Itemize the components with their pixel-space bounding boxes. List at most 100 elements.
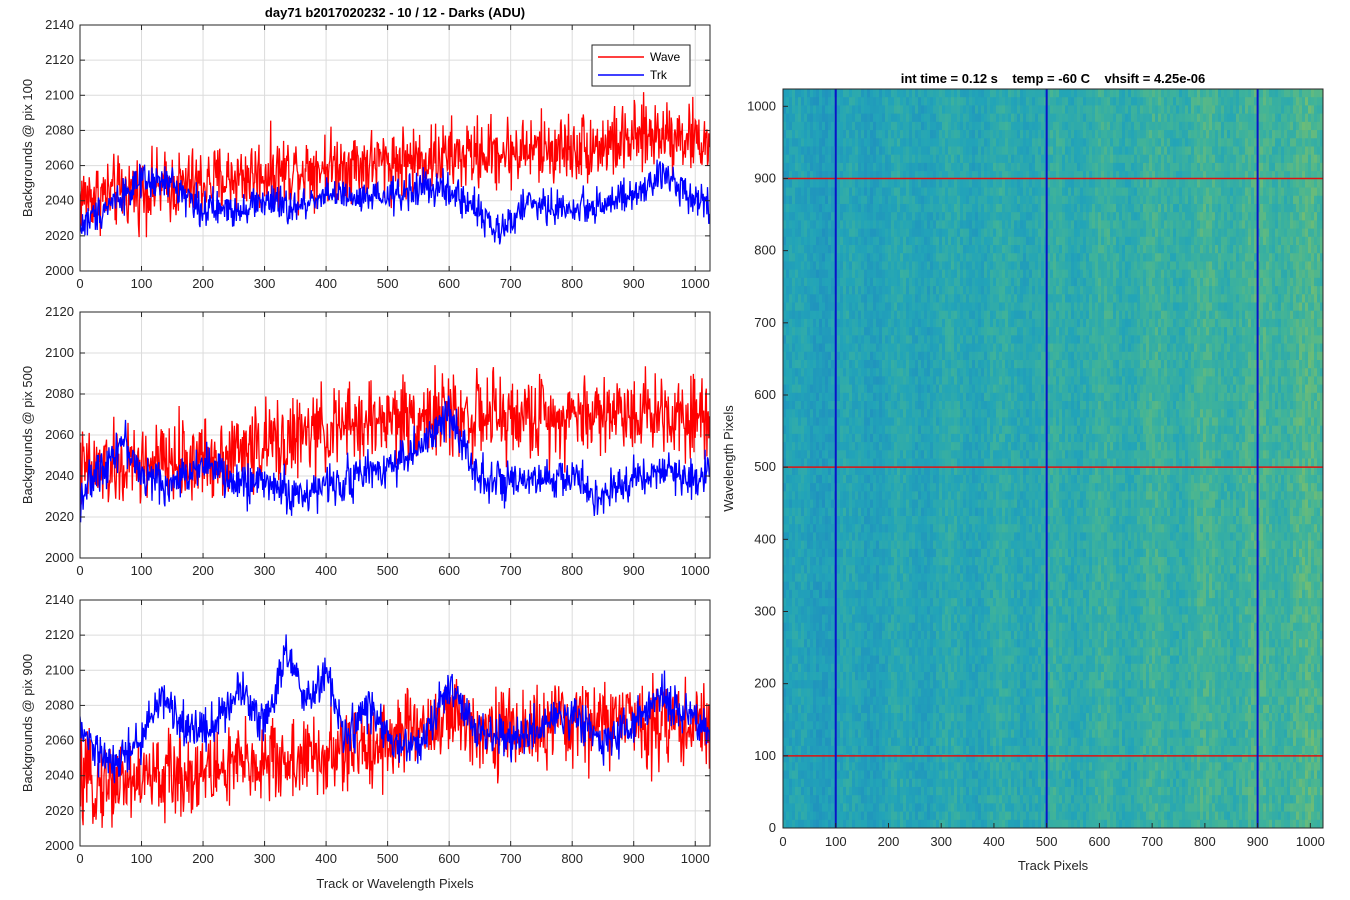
x-tick-label: 800 <box>1194 834 1216 849</box>
series-line-trk <box>80 634 710 784</box>
x-axis-label: Track Pixels <box>1018 858 1089 873</box>
legend-label-wave: Wave <box>650 50 681 64</box>
y-tick-label: 500 <box>754 459 776 474</box>
y-tick-label: 2120 <box>45 627 74 642</box>
y-tick-label: 2100 <box>45 345 74 360</box>
y-tick-label: 0 <box>769 820 776 835</box>
x-tick-label: 700 <box>500 563 522 578</box>
line-plot-pix-100: 0 100 200 300 400 500 600 700 800 900 1000 2000 2020… <box>20 17 711 291</box>
heatmap-title: int time = 0.12 s temp = -60 C vhsift = … <box>901 71 1206 86</box>
y-tick-label: 2120 <box>45 304 74 319</box>
x-tick-label: 1000 <box>681 851 710 866</box>
x-tick-label: 1000 <box>681 563 710 578</box>
axes-frame <box>79 599 711 847</box>
y-tick-label: 800 <box>754 243 776 258</box>
y-tick-label: 700 <box>754 315 776 330</box>
x-tick-label: 700 <box>500 276 522 291</box>
x-tick-label: 500 <box>377 851 399 866</box>
series-line-wave <box>80 672 710 828</box>
x-tick-label: 500 <box>1036 834 1058 849</box>
x-tick-label: 200 <box>192 851 214 866</box>
x-tick-label: 400 <box>315 851 337 866</box>
x-tick-label: 200 <box>192 276 214 291</box>
y-tick-label: 1000 <box>747 98 776 113</box>
y-tick-label: 2080 <box>45 122 74 137</box>
y-tick-label: 2020 <box>45 803 74 818</box>
y-tick-label: 2140 <box>45 17 74 32</box>
y-axis-label: Backgrounds @ pix 100 <box>20 79 35 217</box>
axes-frame <box>79 24 711 272</box>
x-tick-label: 800 <box>561 851 583 866</box>
x-tick-label: 100 <box>131 276 153 291</box>
y-tick-label: 2020 <box>45 228 74 243</box>
x-tick-label: 0 <box>76 276 83 291</box>
x-tick-label: 400 <box>983 834 1005 849</box>
legend: Wave Trk <box>591 44 691 87</box>
y-axis-label: Wavelength Pixels <box>721 405 736 512</box>
axes-frame <box>782 88 1324 829</box>
y-tick-label: 100 <box>754 748 776 763</box>
y-tick-label: 600 <box>754 387 776 402</box>
y-axis-label: Backgrounds @ pix 900 <box>20 654 35 792</box>
x-tick-label: 500 <box>377 276 399 291</box>
y-tick-label: 300 <box>754 603 776 618</box>
x-tick-label: 300 <box>254 851 276 866</box>
x-tick-label: 1000 <box>1296 834 1325 849</box>
x-tick-label: 600 <box>438 276 460 291</box>
x-tick-label: 600 <box>1089 834 1111 849</box>
x-tick-label: 800 <box>561 563 583 578</box>
axes-frame <box>79 311 711 559</box>
x-tick-label: 100 <box>131 851 153 866</box>
x-tick-label: 200 <box>878 834 900 849</box>
series-line-trk <box>80 395 710 523</box>
x-tick-label: 900 <box>623 851 645 866</box>
x-tick-label: 1000 <box>681 276 710 291</box>
y-tick-label: 2100 <box>45 662 74 677</box>
y-tick-label: 2000 <box>45 263 74 278</box>
x-tick-label: 700 <box>1141 834 1163 849</box>
x-tick-label: 300 <box>254 276 276 291</box>
figure-title: day71 b2017020232 - 10 / 12 - Darks (ADU… <box>265 5 525 20</box>
y-tick-label: 2000 <box>45 550 74 565</box>
x-tick-label: 0 <box>76 563 83 578</box>
x-tick-label: 400 <box>315 563 337 578</box>
y-tick-label: 2040 <box>45 468 74 483</box>
y-tick-label: 2100 <box>45 87 74 102</box>
x-tick-label: 100 <box>825 834 847 849</box>
x-tick-label: 900 <box>1247 834 1269 849</box>
y-tick-label: 900 <box>754 170 776 185</box>
line-plot-pix-900: 0 100 200 300 400 500 600 700 800 900 1000 2000 2020… <box>20 592 711 891</box>
y-tick-label: 2060 <box>45 733 74 748</box>
x-tick-label: 400 <box>315 276 337 291</box>
x-tick-label: 0 <box>76 851 83 866</box>
x-tick-label: 700 <box>500 851 522 866</box>
legend-label-trk: Trk <box>650 68 668 82</box>
x-tick-label: 300 <box>254 563 276 578</box>
series-line-wave <box>80 365 710 505</box>
y-tick-label: 200 <box>754 676 776 691</box>
x-tick-label: 900 <box>623 563 645 578</box>
x-axis-label: Track or Wavelength Pixels <box>316 876 474 891</box>
x-tick-label: 600 <box>438 563 460 578</box>
y-tick-label: 2140 <box>45 592 74 607</box>
x-tick-label: 0 <box>779 834 786 849</box>
y-tick-label: 2040 <box>45 193 74 208</box>
x-tick-label: 200 <box>192 563 214 578</box>
x-tick-label: 600 <box>438 851 460 866</box>
y-tick-label: 2020 <box>45 509 74 524</box>
y-tick-label: 2060 <box>45 158 74 173</box>
x-tick-label: 800 <box>561 276 583 291</box>
heatmap-image <box>783 89 1323 828</box>
y-axis-label: Backgrounds @ pix 500 <box>20 366 35 504</box>
y-tick-label: 400 <box>754 531 776 546</box>
x-tick-label: 100 <box>131 563 153 578</box>
line-plot-pix-500: 0 100 200 300 400 500 600 700 800 900 1000 2000 2020… <box>20 304 711 578</box>
x-tick-label: 900 <box>623 276 645 291</box>
y-tick-label: 2120 <box>45 52 74 67</box>
y-tick-label: 2000 <box>45 838 74 853</box>
y-tick-label: 2060 <box>45 427 74 442</box>
legend-box <box>591 44 691 87</box>
series-line-trk <box>80 159 710 245</box>
heatmap-plot: 0 100 200 300 400 500 600 700 800 900 1000 0 100 200 3… <box>721 71 1325 873</box>
